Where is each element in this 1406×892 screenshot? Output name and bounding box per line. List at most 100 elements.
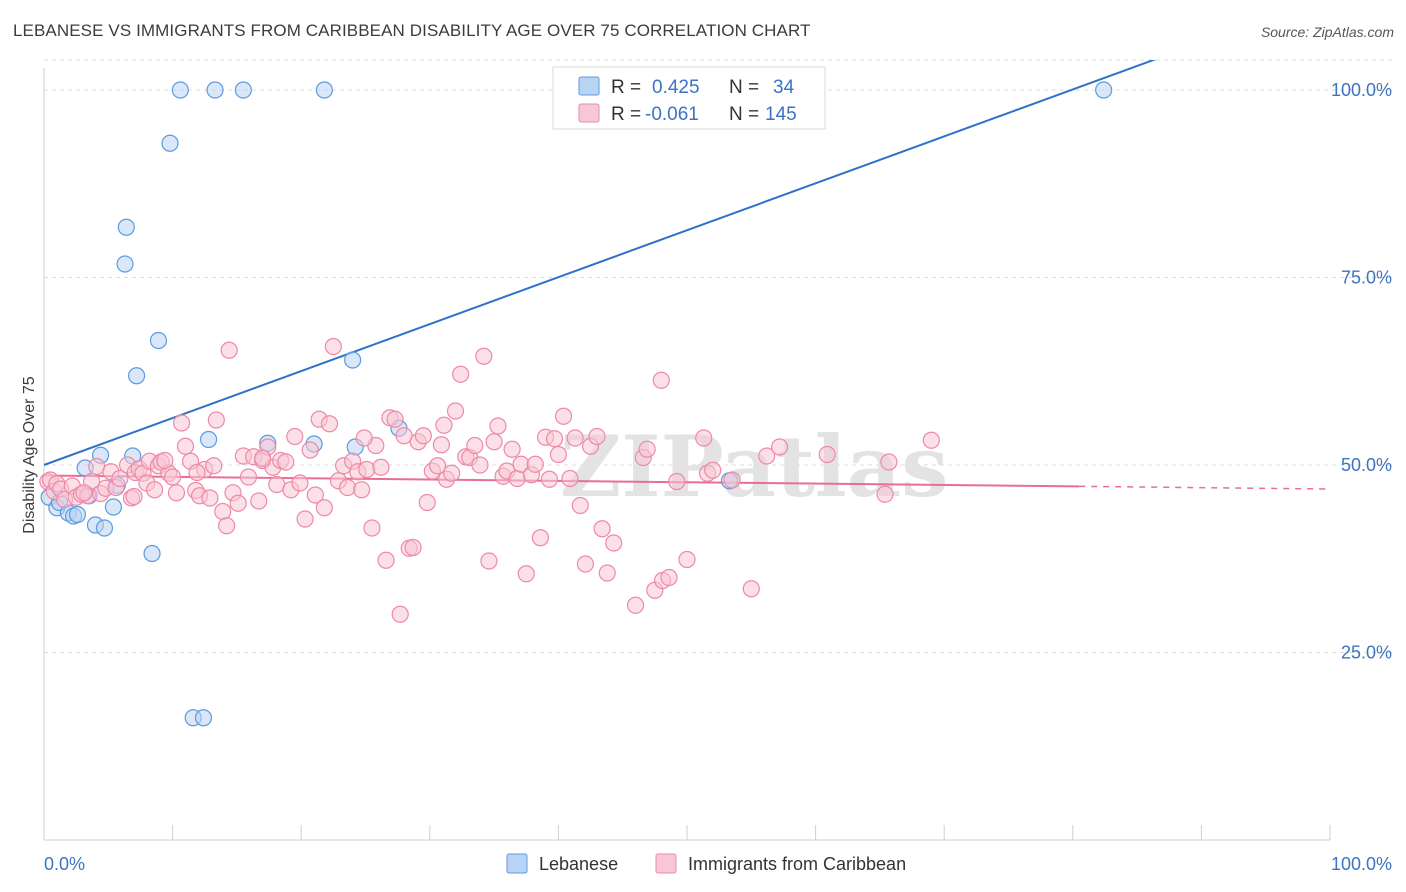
caribbean-point: [446, 402, 465, 420]
legend-swatch-pink: [578, 103, 600, 123]
caribbean-point: [517, 565, 535, 583]
caribbean-point: [480, 552, 498, 570]
lebanese-point: [149, 331, 168, 350]
lebanese-point: [1095, 81, 1113, 99]
caribbean-point: [435, 416, 453, 434]
caribbean-point: [173, 414, 191, 432]
caribbean-point: [503, 440, 521, 458]
caribbean-point: [363, 519, 381, 537]
caribbean-point: [145, 481, 164, 499]
legend-r-value: 0.425: [652, 77, 700, 98]
caribbean-point: [561, 469, 579, 488]
chart-title: LEBANESE VS IMMIGRANTS FROM CARIBBEAN DI…: [13, 21, 811, 40]
caribbean-point: [922, 431, 940, 449]
lebanese-point: [206, 81, 224, 99]
y-tick-label: 25.0%: [1341, 643, 1392, 663]
caribbean-point: [678, 550, 696, 569]
caribbean-point: [471, 456, 489, 474]
caribbean-point: [201, 489, 219, 507]
legend-swatch-caribbean: [655, 853, 677, 874]
caribbean-point: [576, 555, 595, 573]
caribbean-point: [214, 502, 232, 521]
y-tick-label: 50.0%: [1341, 455, 1392, 475]
legend-n-value: 34: [773, 77, 795, 98]
caribbean-point: [372, 458, 390, 476]
caribbean-point: [531, 529, 549, 547]
stats-legend: R = 0.425 N = 34 R = -0.061 N = 145: [552, 66, 826, 130]
caribbean-point: [338, 478, 357, 497]
caribbean-point: [377, 551, 395, 569]
caribbean-point: [554, 407, 573, 425]
caribbean-point: [229, 494, 247, 512]
caribbean-trend-line-dashed: [1079, 485, 1331, 490]
caribbean-point: [652, 371, 670, 389]
caribbean-point: [277, 453, 295, 471]
legend-n-label: N =: [729, 104, 759, 125]
caribbean-point: [571, 496, 589, 515]
lebanese-point: [161, 134, 179, 152]
caribbean-point: [205, 457, 223, 475]
caribbean-point: [432, 436, 450, 454]
data-points: [39, 81, 1113, 727]
caribbean-point: [508, 469, 526, 488]
caribbean-point: [549, 445, 568, 464]
caribbean-point: [250, 492, 268, 510]
caribbean-point: [156, 451, 174, 470]
lebanese-point: [117, 218, 135, 236]
caribbean-point: [164, 468, 182, 486]
x-tick-label: 100.0%: [1331, 854, 1392, 874]
caribbean-point: [526, 455, 544, 473]
legend-r-label: R =: [611, 77, 641, 98]
series-legend: Lebanese Immigrants from Caribbean: [506, 853, 906, 874]
caribbean-point: [418, 493, 436, 512]
caribbean-point: [638, 440, 656, 458]
caribbean-point: [324, 337, 342, 356]
y-tick-label: 100.0%: [1331, 80, 1392, 100]
caribbean-point: [306, 486, 324, 504]
lebanese-point: [234, 81, 252, 99]
caribbean-point: [315, 499, 333, 517]
caribbean-point: [353, 481, 371, 499]
caribbean-point: [668, 472, 686, 491]
legend-label-caribbean: Immigrants from Caribbean: [688, 854, 906, 874]
caribbean-point: [207, 411, 225, 429]
source-label: Source: ZipAtlas.com: [1260, 24, 1394, 40]
caribbean-point: [188, 463, 206, 482]
caribbean-point: [452, 365, 470, 383]
caribbean-point: [176, 437, 195, 455]
caribbean-point: [588, 427, 606, 446]
legend-swatch-blue: [578, 76, 600, 96]
caribbean-point: [404, 538, 422, 557]
caribbean-point: [167, 484, 186, 502]
trend-lines: [44, 60, 1331, 490]
caribbean-point: [443, 464, 461, 482]
caribbean-point: [695, 429, 713, 447]
caribbean-point: [540, 470, 558, 488]
caribbean-point: [358, 460, 376, 479]
caribbean-point: [75, 484, 93, 502]
legend-r-value: -0.061: [645, 104, 699, 125]
caribbean-point: [111, 469, 129, 488]
x-tick-label: 0.0%: [44, 854, 85, 874]
lebanese-point: [344, 351, 362, 369]
caribbean-point: [254, 449, 272, 467]
caribbean-point: [296, 510, 314, 528]
legend-label-lebanese: Lebanese: [539, 854, 618, 874]
axes: [43, 68, 1331, 841]
caribbean-point: [660, 568, 678, 587]
caribbean-point: [286, 427, 304, 446]
legend-n-value: 145: [765, 104, 797, 125]
caribbean-point: [291, 474, 309, 492]
lebanese-point: [127, 367, 146, 385]
caribbean-point: [391, 605, 409, 623]
caribbean-point: [605, 534, 623, 552]
gridlines: [44, 59, 1392, 653]
caribbean-point: [466, 436, 484, 455]
tick-labels: 25.0% 50.0% 75.0% 100.0% 0.0% 100.0%: [44, 80, 1392, 874]
lebanese-point: [68, 505, 87, 524]
caribbean-point: [386, 410, 404, 428]
caribbean-point: [723, 471, 741, 489]
caribbean-point: [742, 580, 760, 598]
legend-swatch-lebanese: [506, 853, 528, 874]
